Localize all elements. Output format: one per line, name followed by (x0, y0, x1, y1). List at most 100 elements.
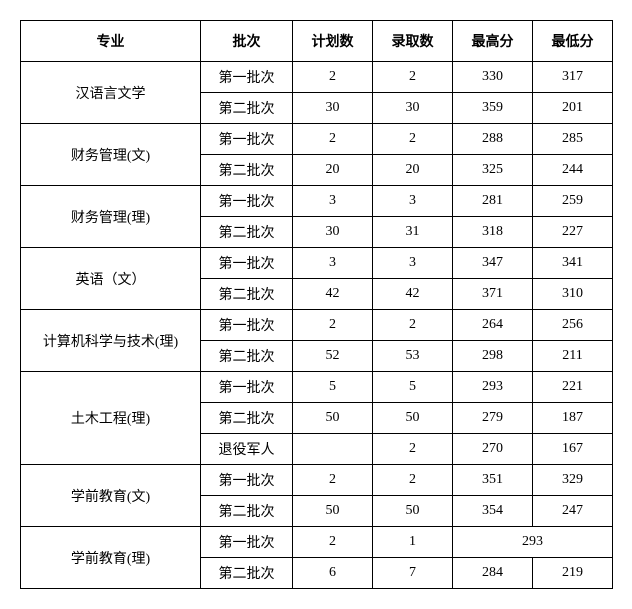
major-cell: 财务管理(文) (21, 124, 201, 186)
plan-cell: 2 (293, 62, 373, 93)
max-cell: 351 (453, 465, 533, 496)
min-cell: 187 (533, 403, 613, 434)
table-row: 学前教育(理)第一批次21293 (21, 527, 613, 558)
batch-cell: 第一批次 (201, 124, 293, 155)
batch-cell: 第一批次 (201, 310, 293, 341)
batch-cell: 第一批次 (201, 186, 293, 217)
header-min: 最低分 (533, 21, 613, 62)
min-cell: 221 (533, 372, 613, 403)
table-row: 汉语言文学第一批次22330317 (21, 62, 613, 93)
admit-cell: 50 (373, 403, 453, 434)
plan-cell: 52 (293, 341, 373, 372)
plan-cell: 2 (293, 310, 373, 341)
header-max: 最高分 (453, 21, 533, 62)
batch-cell: 第二批次 (201, 217, 293, 248)
batch-cell: 第一批次 (201, 62, 293, 93)
batch-cell: 第一批次 (201, 248, 293, 279)
batch-cell: 第二批次 (201, 403, 293, 434)
max-cell: 288 (453, 124, 533, 155)
batch-cell: 退役军人 (201, 434, 293, 465)
admit-cell: 31 (373, 217, 453, 248)
admit-cell: 7 (373, 558, 453, 589)
min-cell: 310 (533, 279, 613, 310)
major-cell: 英语（文） (21, 248, 201, 310)
batch-cell: 第二批次 (201, 93, 293, 124)
admit-cell: 2 (373, 62, 453, 93)
admit-cell: 2 (373, 310, 453, 341)
batch-cell: 第二批次 (201, 341, 293, 372)
min-cell: 329 (533, 465, 613, 496)
max-cell: 354 (453, 496, 533, 527)
admit-cell: 53 (373, 341, 453, 372)
max-cell: 318 (453, 217, 533, 248)
plan-cell: 30 (293, 93, 373, 124)
header-admit: 录取数 (373, 21, 453, 62)
max-cell: 270 (453, 434, 533, 465)
batch-cell: 第二批次 (201, 279, 293, 310)
min-cell: 259 (533, 186, 613, 217)
max-cell: 298 (453, 341, 533, 372)
max-cell: 325 (453, 155, 533, 186)
plan-cell: 2 (293, 124, 373, 155)
table-row: 英语（文）第一批次33347341 (21, 248, 613, 279)
plan-cell: 3 (293, 248, 373, 279)
batch-cell: 第一批次 (201, 465, 293, 496)
plan-cell: 50 (293, 403, 373, 434)
admit-cell: 30 (373, 93, 453, 124)
min-cell: 317 (533, 62, 613, 93)
table-row: 土木工程(理)第一批次55293221 (21, 372, 613, 403)
min-cell: 285 (533, 124, 613, 155)
admit-cell: 2 (373, 434, 453, 465)
plan-cell (293, 434, 373, 465)
table-row: 计算机科学与技术(理)第一批次22264256 (21, 310, 613, 341)
admit-cell: 1 (373, 527, 453, 558)
table-row: 财务管理(文)第一批次22288285 (21, 124, 613, 155)
merged-score-cell: 293 (453, 527, 613, 558)
max-cell: 330 (453, 62, 533, 93)
major-cell: 学前教育(理) (21, 527, 201, 589)
admit-cell: 42 (373, 279, 453, 310)
max-cell: 264 (453, 310, 533, 341)
header-major: 专业 (21, 21, 201, 62)
plan-cell: 2 (293, 527, 373, 558)
min-cell: 256 (533, 310, 613, 341)
min-cell: 219 (533, 558, 613, 589)
major-cell: 汉语言文学 (21, 62, 201, 124)
major-cell: 财务管理(理) (21, 186, 201, 248)
admissions-table: 专业 批次 计划数 录取数 最高分 最低分 汉语言文学第一批次22330317第… (20, 20, 613, 589)
table-row: 财务管理(理)第一批次33281259 (21, 186, 613, 217)
plan-cell: 3 (293, 186, 373, 217)
admit-cell: 5 (373, 372, 453, 403)
max-cell: 281 (453, 186, 533, 217)
batch-cell: 第二批次 (201, 558, 293, 589)
table-header: 专业 批次 计划数 录取数 最高分 最低分 (21, 21, 613, 62)
major-cell: 计算机科学与技术(理) (21, 310, 201, 372)
plan-cell: 42 (293, 279, 373, 310)
table-body: 汉语言文学第一批次22330317第二批次3030359201财务管理(文)第一… (21, 62, 613, 589)
plan-cell: 20 (293, 155, 373, 186)
plan-cell: 30 (293, 217, 373, 248)
batch-cell: 第一批次 (201, 372, 293, 403)
table-row: 学前教育(文)第一批次22351329 (21, 465, 613, 496)
batch-cell: 第一批次 (201, 527, 293, 558)
max-cell: 293 (453, 372, 533, 403)
min-cell: 244 (533, 155, 613, 186)
max-cell: 279 (453, 403, 533, 434)
admit-cell: 20 (373, 155, 453, 186)
max-cell: 359 (453, 93, 533, 124)
min-cell: 201 (533, 93, 613, 124)
admit-cell: 2 (373, 465, 453, 496)
plan-cell: 2 (293, 465, 373, 496)
major-cell: 土木工程(理) (21, 372, 201, 465)
min-cell: 227 (533, 217, 613, 248)
admit-cell: 2 (373, 124, 453, 155)
max-cell: 284 (453, 558, 533, 589)
max-cell: 371 (453, 279, 533, 310)
max-cell: 347 (453, 248, 533, 279)
admit-cell: 3 (373, 186, 453, 217)
batch-cell: 第二批次 (201, 496, 293, 527)
header-batch: 批次 (201, 21, 293, 62)
admit-cell: 50 (373, 496, 453, 527)
min-cell: 341 (533, 248, 613, 279)
plan-cell: 6 (293, 558, 373, 589)
